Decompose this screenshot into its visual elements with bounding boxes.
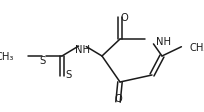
Text: O: O	[120, 13, 128, 23]
Text: O: O	[114, 93, 122, 103]
Text: NH: NH	[156, 37, 171, 47]
Text: S: S	[39, 56, 45, 65]
Text: S: S	[66, 69, 72, 79]
Text: NH: NH	[74, 45, 90, 55]
Text: CH₃: CH₃	[0, 52, 14, 61]
Text: CH₃: CH₃	[189, 43, 204, 53]
